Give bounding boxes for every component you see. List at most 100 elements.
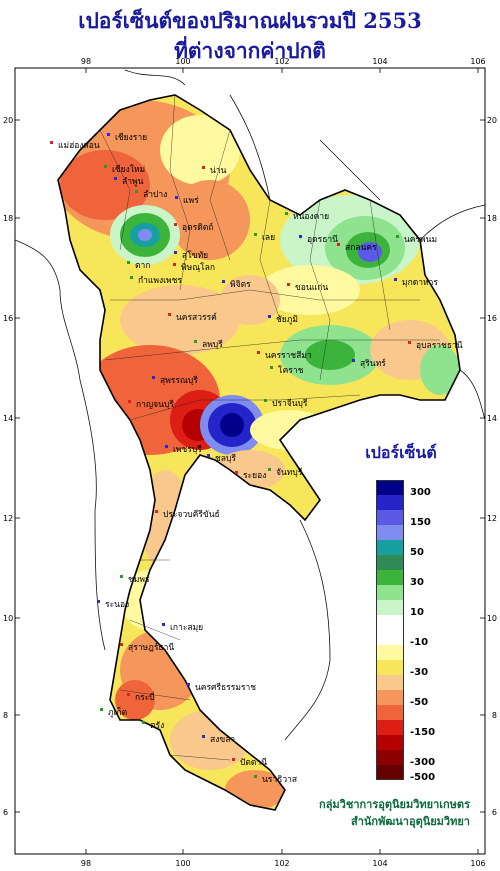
- place-label: สุพรรณบุรี: [160, 375, 198, 386]
- station-marker: [130, 276, 133, 279]
- station-marker: [127, 261, 130, 264]
- place-label: นครราชสีมา: [265, 350, 312, 361]
- station-marker: [207, 454, 210, 457]
- legend: 300 150 50 30 10 -10 -30 -50 -150 -300 -500: [376, 480, 486, 783]
- y-tick-label: 16: [3, 314, 13, 323]
- station-marker: [394, 278, 397, 281]
- neighbor-borders: [14, 69, 486, 741]
- y-tick-label: 8: [3, 711, 8, 720]
- legend-label: -300: [410, 757, 436, 768]
- legend-swatch: [376, 600, 404, 615]
- station-marker: [168, 313, 171, 316]
- x-tick-label: 106: [470, 859, 485, 868]
- legend-row: [376, 615, 486, 630]
- station-marker: [104, 165, 107, 168]
- legend-swatch: [376, 735, 404, 750]
- station-marker: [202, 735, 205, 738]
- station-marker: [100, 708, 103, 711]
- legend-swatch: [376, 615, 404, 630]
- station-marker: [97, 600, 100, 603]
- place-label: โคราช: [278, 365, 304, 376]
- y-tick-label: 8: [492, 711, 497, 720]
- place-label: นครสวรรค์: [176, 312, 217, 323]
- place-label: นครศรีธรรมราช: [195, 682, 256, 693]
- y-tick-label: 14: [3, 414, 13, 423]
- place-label: เชียงราย: [115, 132, 147, 143]
- place-label: สงขลา: [210, 735, 235, 745]
- y-tick-label: 10: [3, 614, 13, 623]
- legend-swatch: [376, 510, 404, 525]
- station-marker: [268, 468, 271, 471]
- station-marker: [173, 263, 176, 266]
- y-axis-right: 20 18 16 14 12 10 8 6: [480, 116, 497, 817]
- place-label: ตาก: [135, 261, 150, 271]
- place-label: สุราษฎร์ธานี: [128, 642, 174, 653]
- legend-row: 10: [376, 600, 486, 618]
- x-axis-top: 98 100 102 104 106: [81, 57, 486, 73]
- map-title-line2: ที่ต่างจากค่าปกติ: [174, 38, 326, 63]
- station-marker: [235, 471, 238, 474]
- legend-row: [376, 735, 486, 750]
- place-label: กำแพงเพชร: [138, 276, 182, 286]
- station-marker: [396, 235, 399, 238]
- legend-row: 300: [376, 480, 486, 498]
- station-marker: [202, 166, 205, 169]
- station-marker: [50, 141, 53, 144]
- place-label: สกลนคร: [345, 243, 377, 253]
- place-label: มุกดาหาร: [402, 278, 438, 288]
- y-axis-left: 20 18 16 14 12 10 8 6: [3, 116, 20, 817]
- station-marker: [174, 223, 177, 226]
- station-marker: [152, 376, 155, 379]
- station-marker: [165, 445, 168, 448]
- x-tick-label: 102: [274, 57, 289, 66]
- station-marker: [174, 251, 177, 254]
- station-marker: [162, 623, 165, 626]
- station-marker: [142, 721, 145, 724]
- place-label: หนองคาย: [293, 212, 329, 222]
- station-marker: [107, 133, 110, 136]
- y-tick-label: 14: [487, 414, 497, 423]
- place-label: กระบี่: [135, 691, 155, 703]
- legend-label: -30: [410, 667, 429, 678]
- y-tick-label: 6: [3, 808, 8, 817]
- y-tick-label: 12: [3, 514, 13, 523]
- place-label: ชุมพร: [128, 575, 150, 585]
- legend-swatch: [376, 540, 404, 555]
- map-title-line1: เปอร์เซ็นต์ของปริมาณฝนรวมปี 2553: [78, 8, 422, 33]
- station-marker: [264, 399, 267, 402]
- y-tick-label: 6: [492, 808, 497, 817]
- legend-row: [376, 705, 486, 720]
- place-label: ชัยภูมิ: [276, 315, 298, 325]
- station-marker: [135, 190, 138, 193]
- legend-label: -150: [410, 727, 436, 738]
- place-label: พิษณุโลก: [181, 262, 215, 273]
- province-lines: [99, 94, 440, 761]
- y-tick-label: 16: [487, 314, 497, 323]
- station-marker: [254, 233, 257, 236]
- station-marker: [287, 283, 290, 286]
- place-label: ลำปาง: [143, 190, 167, 200]
- station-marker: [155, 510, 158, 513]
- x-tick-label: 100: [175, 57, 190, 66]
- legend-row: 30: [376, 570, 486, 588]
- place-label: แม่ฮ่องสอน: [58, 141, 100, 151]
- legend-swatch: [376, 555, 404, 570]
- legend-swatch: [376, 480, 404, 495]
- legend-swatch: [376, 720, 404, 735]
- place-label: จันทบุรี: [276, 467, 303, 478]
- station-marker: [257, 351, 260, 354]
- legend-label: 150: [410, 517, 431, 528]
- legend-swatch: [376, 705, 404, 720]
- legend-swatch: [376, 495, 404, 510]
- station-marker: [194, 340, 197, 343]
- y-tick-label: 18: [3, 214, 13, 223]
- y-tick-label: 20: [487, 116, 497, 125]
- legend-row: -50: [376, 690, 486, 708]
- legend-label: 10: [410, 607, 424, 618]
- station-marker: [270, 366, 273, 369]
- place-label: ปราจีนบุรี: [272, 398, 308, 409]
- y-tick-label: 18: [487, 214, 497, 223]
- station-marker: [299, 235, 302, 238]
- place-label: อุตรดิตถ์: [182, 222, 213, 233]
- x-tick-label: 100: [175, 859, 190, 868]
